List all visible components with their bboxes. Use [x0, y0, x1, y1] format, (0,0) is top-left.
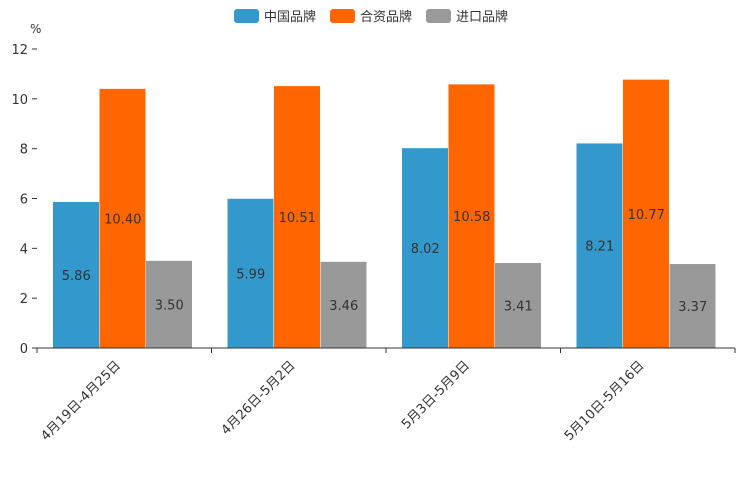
y-tick-label: 2: [20, 292, 28, 307]
x-category-label: 5月10日-5月16日: [562, 358, 648, 444]
y-tick-label: 6: [20, 193, 28, 208]
y-tick-label: 12: [11, 43, 28, 58]
legend-swatch-2: [330, 9, 355, 23]
data-label: 10.58: [453, 210, 490, 225]
data-label: 10.77: [628, 208, 665, 223]
data-label: 5.99: [236, 267, 265, 282]
data-label: 10.51: [279, 211, 316, 226]
legend-label-1: 中国品牌: [264, 9, 316, 25]
legend: 中国品牌 合资品牌 进口品牌: [234, 9, 508, 25]
data-label: 8.02: [411, 242, 440, 257]
bar-1-3: [402, 148, 448, 348]
y-tick-label: 8: [20, 143, 28, 158]
data-label: 8.21: [585, 240, 614, 255]
bar-2-3: [448, 84, 495, 349]
bar-1-2: [227, 198, 274, 348]
data-label: 5.86: [62, 269, 91, 284]
x-category-label: 5月3日-5月9日: [399, 358, 473, 432]
x-category-label: 4月19日-4月25日: [38, 358, 124, 444]
bar-2-2: [274, 86, 320, 349]
y-tick-label: 0: [20, 342, 28, 357]
bar-3-1: [146, 260, 192, 348]
y-tick-label: 4: [20, 242, 28, 257]
x-axis: 4月19日-4月25日 4月26日-5月2日 5月3日-5月9日 5月10日-5月16…: [36, 347, 736, 444]
bar-3-3: [495, 263, 541, 348]
data-label: 10.40: [104, 212, 141, 227]
bar-1-4: [576, 143, 623, 348]
bar-3-4: [669, 264, 716, 348]
y-unit-label: %: [30, 22, 41, 36]
data-label: 3.41: [504, 300, 533, 315]
data-label: 3.50: [155, 298, 184, 313]
x-category-label: 4月26日-5月2日: [219, 358, 299, 438]
legend-label-3: 进口品牌: [456, 9, 508, 25]
legend-label-2: 合资品牌: [360, 9, 412, 25]
data-label: 3.46: [329, 299, 358, 314]
bar-1-1: [53, 201, 99, 348]
legend-swatch-1: [234, 9, 259, 23]
bar-3-2: [320, 261, 367, 348]
bar-2-4: [623, 79, 669, 349]
legend-swatch-3: [426, 9, 451, 23]
bar-2-1: [99, 88, 146, 348]
y-tick-label: 10: [11, 93, 28, 108]
bars: 5.86 10.40 3.50 5.99 10.51 3.46 8.02 10.58 3.41 8…: [53, 79, 716, 349]
y-axis: 0 2 4 6 8 10 12: [11, 43, 37, 357]
data-label: 3.37: [678, 300, 707, 315]
